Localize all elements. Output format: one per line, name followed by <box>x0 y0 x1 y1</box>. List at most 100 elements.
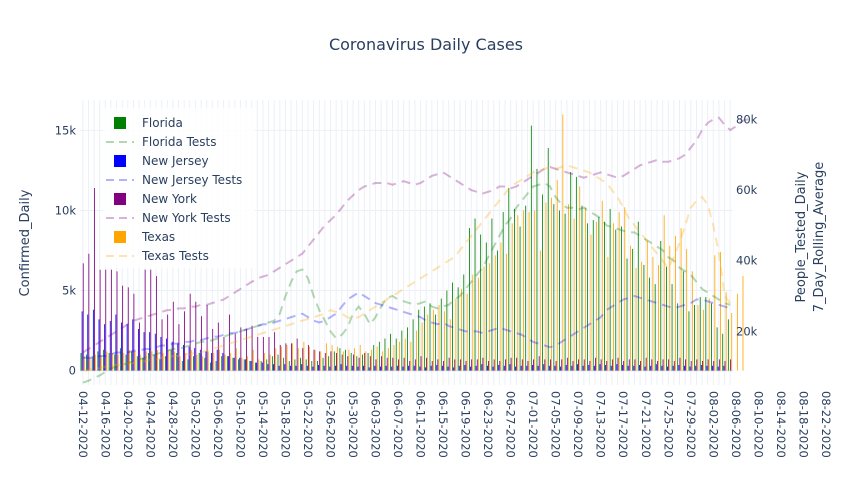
bar[interactable] <box>277 354 279 371</box>
bar[interactable] <box>109 320 111 371</box>
bar[interactable] <box>87 314 89 371</box>
bar[interactable] <box>294 359 296 371</box>
bar[interactable] <box>238 359 240 371</box>
legend-item[interactable]: Texas Tests <box>106 249 209 263</box>
bar[interactable] <box>402 366 404 371</box>
bar[interactable] <box>171 341 173 371</box>
bar[interactable] <box>150 269 152 371</box>
bar[interactable] <box>226 356 228 371</box>
bar[interactable] <box>176 352 178 371</box>
bar[interactable] <box>125 354 127 371</box>
bar[interactable] <box>688 311 690 371</box>
bar[interactable] <box>306 365 308 371</box>
bar[interactable] <box>429 303 431 371</box>
bar[interactable] <box>516 357 518 371</box>
bar[interactable] <box>425 367 426 371</box>
bar[interactable] <box>706 365 708 371</box>
bar[interactable] <box>229 314 231 371</box>
bar[interactable] <box>500 242 502 371</box>
bar[interactable] <box>711 303 712 371</box>
bar[interactable] <box>595 357 596 371</box>
bar[interactable] <box>385 365 387 371</box>
bar[interactable] <box>695 365 697 371</box>
bar[interactable] <box>646 240 648 371</box>
bar[interactable] <box>440 298 442 371</box>
bar[interactable] <box>199 349 201 371</box>
bar[interactable] <box>611 359 613 371</box>
bar[interactable] <box>268 336 270 371</box>
bar[interactable] <box>326 343 327 371</box>
bar[interactable] <box>650 365 652 371</box>
bar[interactable] <box>244 359 246 371</box>
bar[interactable] <box>91 356 93 371</box>
bar[interactable] <box>700 364 702 371</box>
bar[interactable] <box>412 319 414 371</box>
bar[interactable] <box>696 359 698 371</box>
bar[interactable] <box>494 255 496 371</box>
bar[interactable] <box>483 266 485 371</box>
bar[interactable] <box>660 240 662 371</box>
bar[interactable] <box>153 354 155 371</box>
bar[interactable] <box>179 356 181 371</box>
bar[interactable] <box>520 365 522 371</box>
bar[interactable] <box>651 359 653 371</box>
bar[interactable] <box>122 285 124 371</box>
bar[interactable] <box>472 274 474 371</box>
bar[interactable] <box>289 365 291 371</box>
bar[interactable] <box>342 351 344 371</box>
bar[interactable] <box>166 338 167 371</box>
bar[interactable] <box>297 348 299 371</box>
bar[interactable] <box>363 365 364 371</box>
bar[interactable] <box>606 360 608 371</box>
bar[interactable] <box>380 366 381 371</box>
bar[interactable] <box>154 333 156 371</box>
bar[interactable] <box>140 354 142 371</box>
bar[interactable] <box>604 221 605 371</box>
bar[interactable] <box>376 346 378 371</box>
bar[interactable] <box>505 359 506 371</box>
bar[interactable] <box>205 351 207 371</box>
bar[interactable] <box>564 213 566 371</box>
bar[interactable] <box>378 341 380 371</box>
bar[interactable] <box>336 352 337 371</box>
bar[interactable] <box>657 360 658 371</box>
bar[interactable] <box>161 319 163 371</box>
bar[interactable] <box>110 269 112 371</box>
bar[interactable] <box>690 360 692 371</box>
bar[interactable] <box>212 328 214 371</box>
bar[interactable] <box>210 362 211 371</box>
bar[interactable] <box>526 365 528 371</box>
bar[interactable] <box>624 207 626 371</box>
bar[interactable] <box>575 176 577 371</box>
bar[interactable] <box>339 348 341 371</box>
bar[interactable] <box>322 357 324 371</box>
bar[interactable] <box>432 309 434 371</box>
bar[interactable] <box>623 360 625 371</box>
bar[interactable] <box>514 208 515 371</box>
bar[interactable] <box>271 356 273 371</box>
bar[interactable] <box>273 364 274 371</box>
bar[interactable] <box>593 365 595 371</box>
bar[interactable] <box>426 357 428 371</box>
bar[interactable] <box>178 324 180 371</box>
bar[interactable] <box>443 360 444 371</box>
bar[interactable] <box>365 351 367 371</box>
bar[interactable] <box>246 328 247 371</box>
bar[interactable] <box>697 304 699 371</box>
bar[interactable] <box>528 212 530 371</box>
bar[interactable] <box>145 351 147 371</box>
bar[interactable] <box>699 296 701 371</box>
bar[interactable] <box>530 125 532 371</box>
bar[interactable] <box>643 264 645 371</box>
bar[interactable] <box>686 248 688 371</box>
bar[interactable] <box>353 354 354 371</box>
bar[interactable] <box>437 359 439 371</box>
bar[interactable] <box>672 365 674 371</box>
bar[interactable] <box>454 359 456 371</box>
bar[interactable] <box>407 327 408 371</box>
bar[interactable] <box>252 349 254 371</box>
bar[interactable] <box>257 336 259 371</box>
bar[interactable] <box>395 338 397 371</box>
bar[interactable] <box>320 351 322 371</box>
bar[interactable] <box>288 360 290 371</box>
